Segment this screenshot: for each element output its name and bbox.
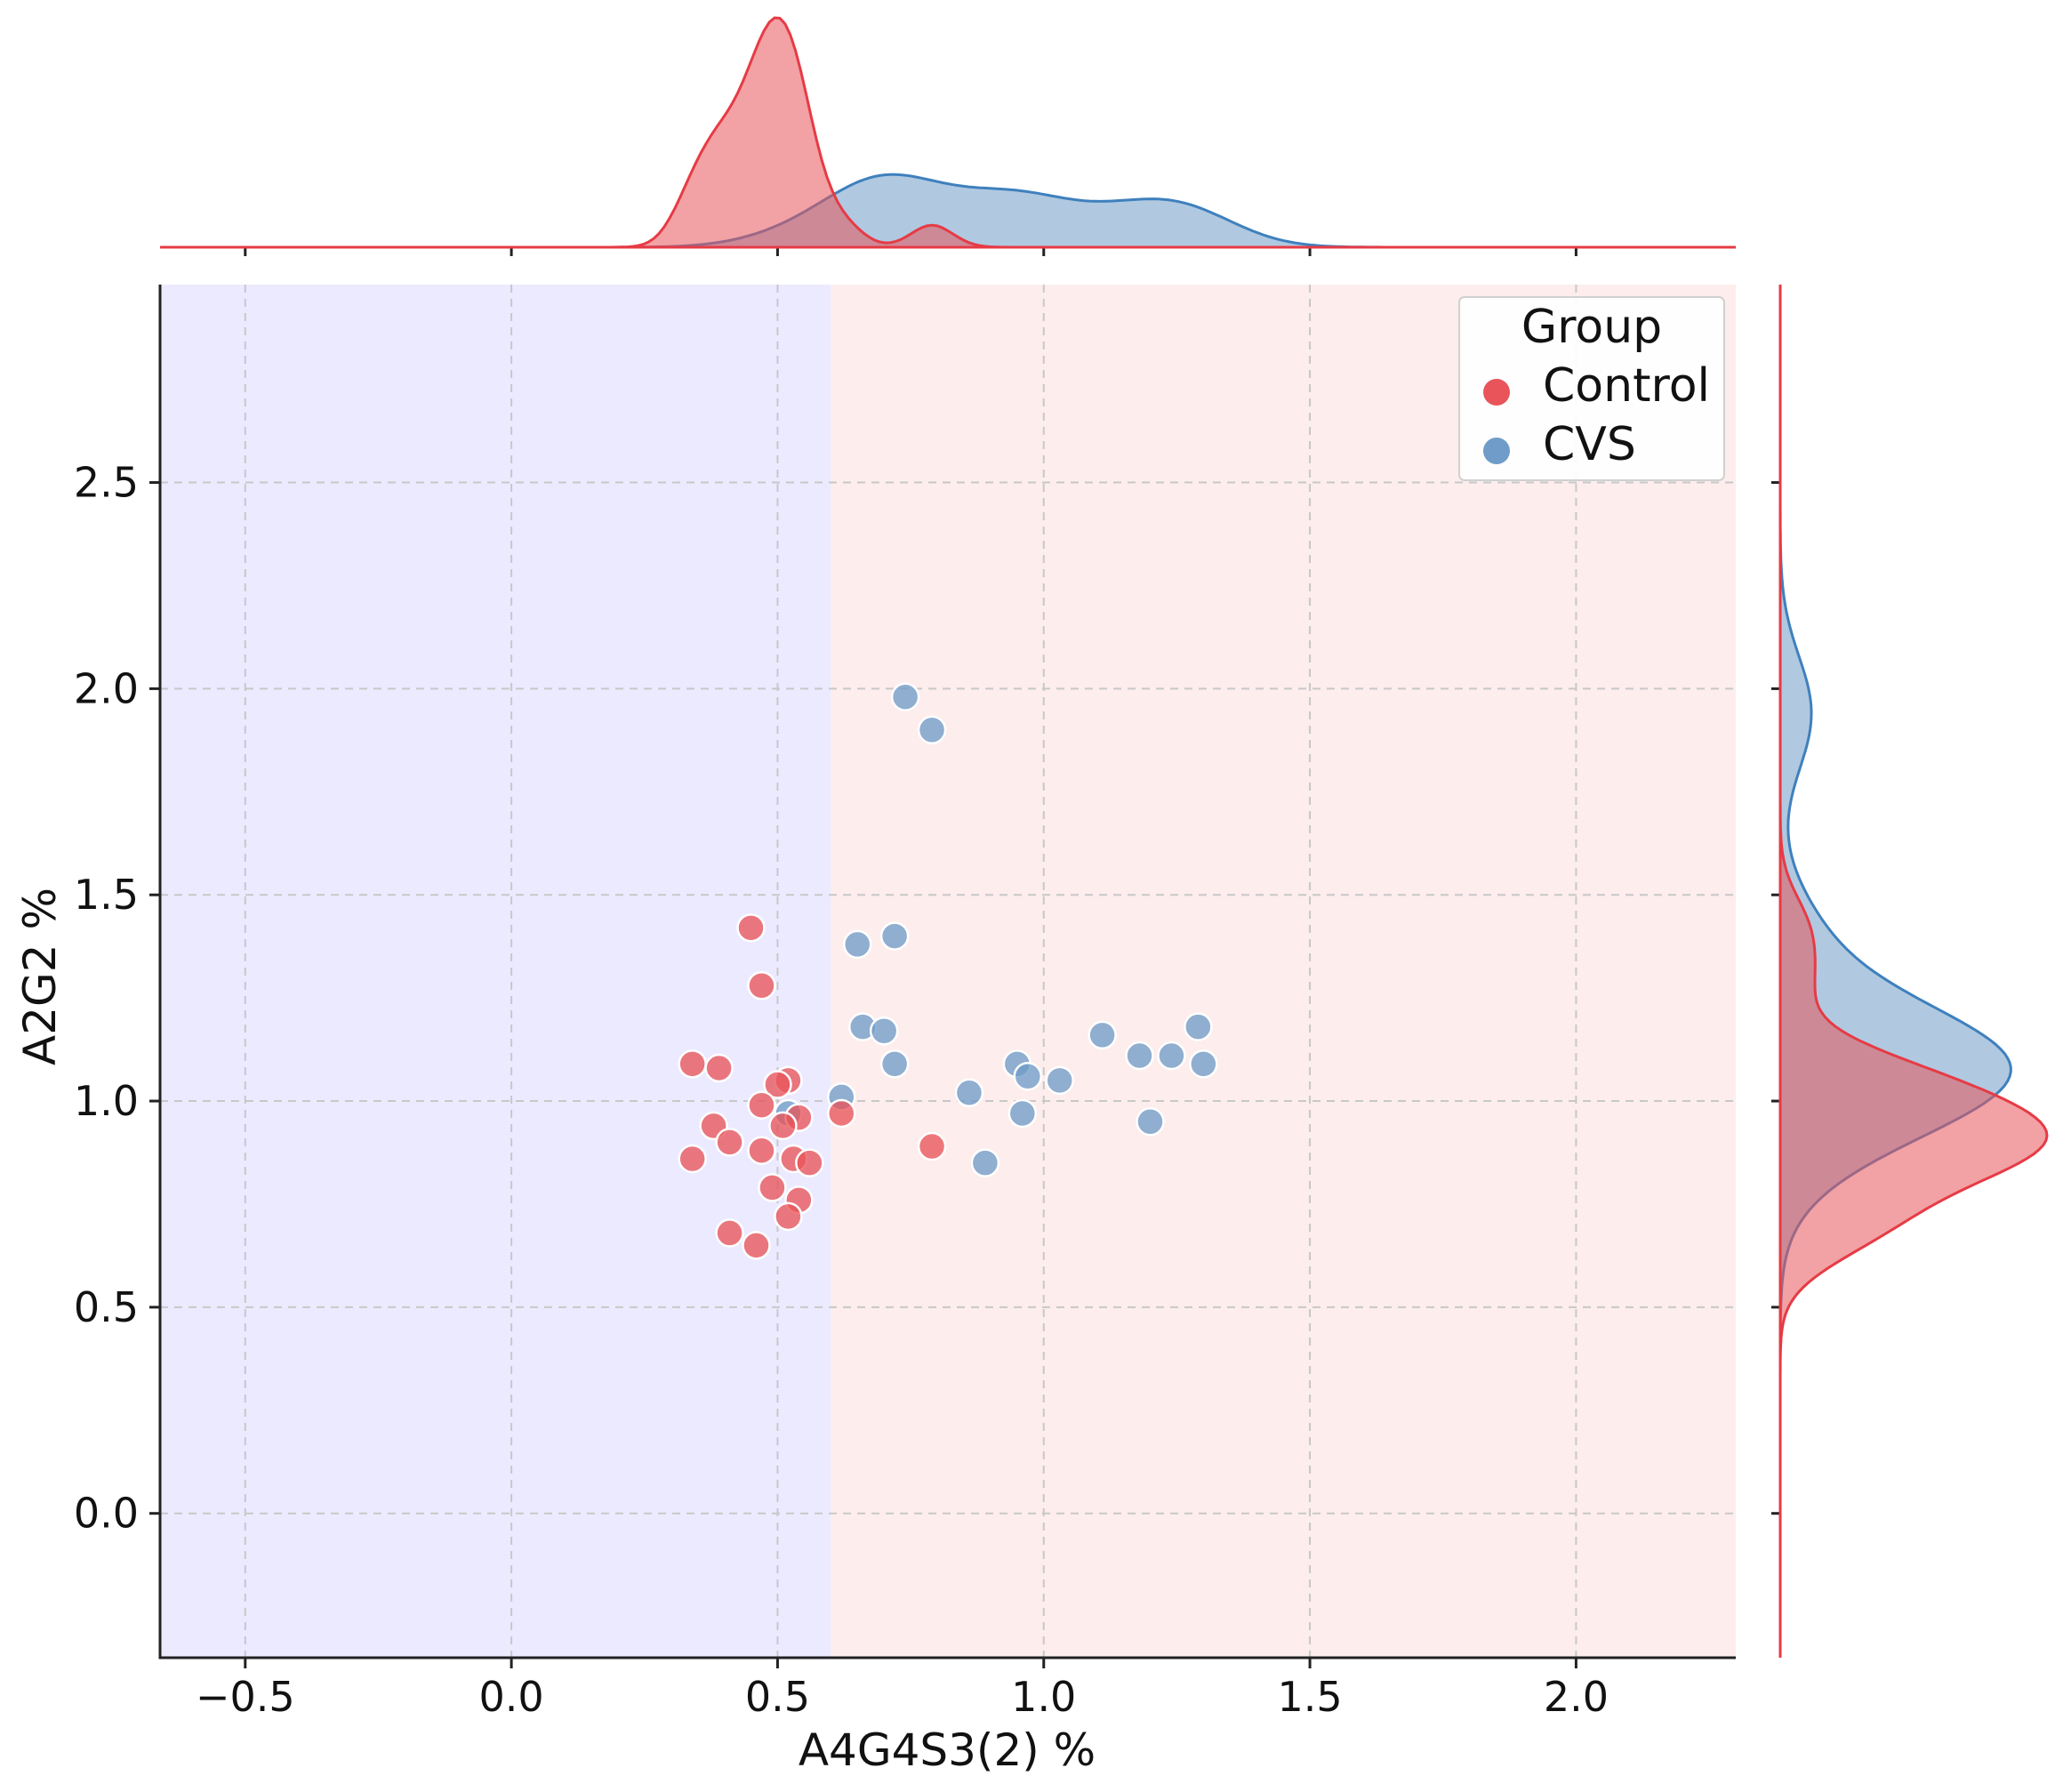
y-axis-label: A2G2 %: [14, 888, 66, 1065]
x-tick-label: 0.5: [745, 1673, 810, 1721]
point-control: [715, 1218, 744, 1248]
point-control: [747, 1090, 776, 1120]
x-axis-label: A4G4S3(2) %: [799, 1724, 1096, 1776]
point-control: [917, 1131, 947, 1161]
point-cvs: [1189, 1049, 1218, 1079]
point-control: [747, 970, 776, 1000]
point-control: [774, 1201, 803, 1232]
point-control: [795, 1148, 824, 1177]
legend-box: [1458, 296, 1725, 481]
point-cvs: [917, 715, 947, 745]
top-kde-control: [160, 16, 1736, 249]
right-marginal-kde: [1771, 285, 2049, 1658]
point-control: [763, 1070, 792, 1099]
point-cvs: [1157, 1041, 1186, 1071]
point-control: [758, 1173, 787, 1202]
background-region-0: [160, 285, 831, 1658]
point-cvs: [970, 1148, 1000, 1177]
y-axis-ticks: 0.0 0.5 1.0 1.5 2.0 2.5: [74, 459, 160, 1538]
x-tick-label: −0.5: [196, 1673, 295, 1721]
point-cvs: [1184, 1012, 1213, 1041]
top-marginal-kde: [160, 16, 1736, 256]
legend-marker-control: [1483, 379, 1510, 406]
point-cvs: [1045, 1065, 1074, 1096]
y-tick-label: 2.0: [74, 664, 139, 712]
point-cvs: [1125, 1041, 1154, 1071]
legend-label-cvs: CVS: [1543, 418, 1636, 471]
point-cvs: [869, 1016, 899, 1046]
point-cvs: [1007, 1098, 1038, 1129]
main-axes: [158, 285, 1736, 1659]
x-tick-label: 0.0: [479, 1673, 544, 1721]
y-tick-label: 0.5: [74, 1283, 139, 1331]
point-cvs: [1088, 1020, 1117, 1050]
background-region-1: [831, 285, 1736, 1658]
legend-label-control: Control: [1543, 359, 1710, 413]
y-tick-label: 0.0: [74, 1490, 139, 1538]
point-cvs: [1013, 1061, 1043, 1091]
point-control: [827, 1098, 856, 1129]
x-tick-label: 1.0: [1011, 1673, 1076, 1721]
y-tick-label: 1.5: [74, 871, 139, 919]
y-tick-label: 1.0: [74, 1077, 139, 1125]
point-control: [736, 913, 766, 943]
right-kde-control: [1778, 285, 2049, 1658]
point-control: [678, 1144, 707, 1174]
y-tick-label: 2.5: [74, 459, 139, 507]
point-control: [678, 1049, 707, 1079]
main-plot: −0.5 0.0 0.5 1.0 1.5 2.0 0.0 0.5 1.0 1.5 2.0 2.5 A…: [14, 285, 1736, 1776]
point-control: [715, 1128, 744, 1157]
x-axis-ticks: −0.5 0.0 0.5 1.0 1.5 2.0: [196, 1658, 1609, 1721]
main-axis-spines: [158, 285, 1736, 1659]
point-control: [742, 1231, 771, 1260]
point-cvs: [842, 929, 872, 960]
legend-title: Group: [1521, 301, 1662, 354]
legend: Group Control CVS: [1458, 296, 1725, 481]
x-tick-label: 2.0: [1544, 1673, 1609, 1721]
background-regions: [160, 285, 1736, 1658]
scatter-points: [678, 682, 1218, 1260]
point-cvs: [890, 682, 920, 711]
x-tick-label: 1.5: [1278, 1673, 1343, 1721]
point-cvs: [954, 1078, 984, 1108]
point-cvs: [879, 1049, 910, 1079]
point-cvs: [1136, 1106, 1165, 1137]
point-control: [747, 1136, 776, 1165]
grid: [160, 285, 1736, 1658]
point-cvs: [879, 921, 910, 951]
legend-marker-cvs: [1483, 438, 1510, 464]
point-control: [768, 1111, 798, 1141]
point-control: [704, 1053, 734, 1083]
